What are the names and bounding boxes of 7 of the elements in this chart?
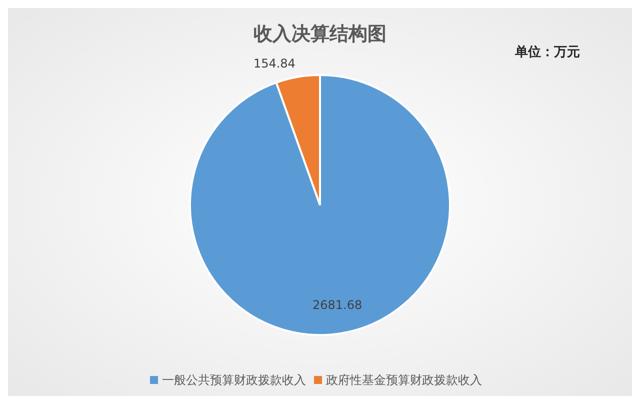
text: 单位：万元 [514,44,580,60]
legend-label: 政府性基金预算财政拨款收入 [326,373,482,388]
data-label: 2681.68 [312,298,362,312]
data-label: 154.84 [253,56,296,70]
pie-slice [189,74,451,336]
chart-title: 收入决算结构图 [254,23,386,45]
slice-label: 一般公共预算财政拨款收入 [162,373,306,388]
